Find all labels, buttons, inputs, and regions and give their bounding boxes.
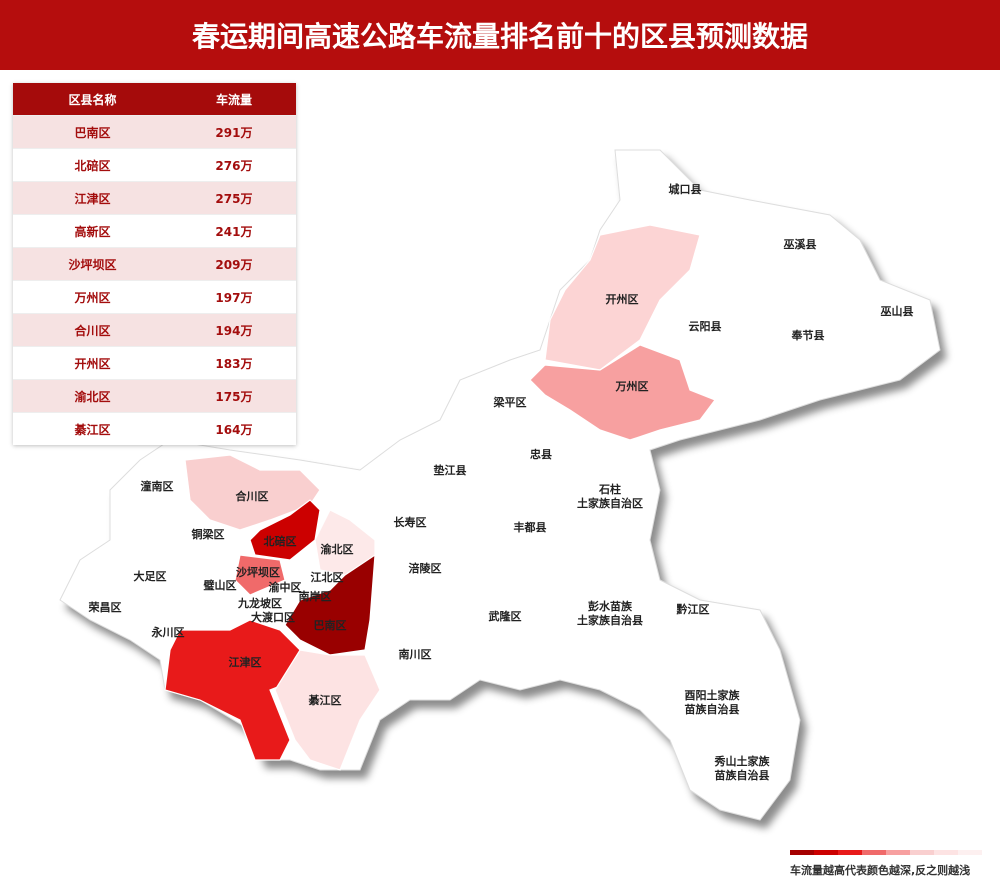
table-row: 綦江区 164万 xyxy=(13,412,296,445)
district-label: 渝中区 xyxy=(269,580,302,594)
table-cell: 276万 xyxy=(171,148,296,182)
district-label: 土家族自治区 xyxy=(577,496,643,510)
legend-swatch xyxy=(838,850,862,855)
district-label: 渝北区 xyxy=(321,542,354,556)
title: 春运期间高速公路车流量排名前十的区县预测数据 xyxy=(0,0,1000,70)
district-area xyxy=(234,554,286,596)
district-label: 九龙坡区 xyxy=(237,596,282,610)
district-label: 荣昌区 xyxy=(88,600,122,614)
legend-swatch xyxy=(934,850,958,855)
legend-swatch xyxy=(862,850,886,855)
district-area xyxy=(284,553,376,656)
table-row: 巴南区 291万 xyxy=(13,115,296,149)
district-label: 大渡口区 xyxy=(251,610,295,624)
table-cell: 江津区 xyxy=(13,181,172,215)
district-label: 奉节县 xyxy=(791,328,825,342)
table-row: 渝北区 175万 xyxy=(13,379,296,413)
table-cell: 高新区 xyxy=(13,214,172,248)
district-label: 苗族自治县 xyxy=(715,768,770,782)
table-cell: 开州区 xyxy=(13,346,172,380)
district-label: 开州区 xyxy=(606,293,639,306)
district-label: 万州区 xyxy=(615,380,649,393)
table-cell: 164万 xyxy=(171,412,296,445)
table-cell: 175万 xyxy=(171,379,296,413)
district-label: 酉阳土家族 xyxy=(685,688,741,702)
table-row: 合川区 194万 xyxy=(13,313,296,347)
table-cell: 194万 xyxy=(171,313,296,347)
table-row: 沙坪坝区 209万 xyxy=(13,247,296,281)
district-label: 黔江区 xyxy=(677,602,710,616)
table-cell: 沙坪坝区 xyxy=(13,247,172,281)
table-cell: 197万 xyxy=(171,280,296,314)
district-label: 沙坪坝区 xyxy=(236,565,280,579)
district-label: 南岸区 xyxy=(299,589,332,603)
district-label: 潼南区 xyxy=(141,479,174,493)
district-label: 南川区 xyxy=(399,647,432,661)
district-label: 合川区 xyxy=(236,489,269,503)
district-label: 巫溪县 xyxy=(784,237,817,251)
legend-swatch xyxy=(790,850,814,855)
table-cell: 241万 xyxy=(171,214,296,248)
district-label: 云阳县 xyxy=(689,319,722,333)
legend-text: 车流量越高代表颜色越深,反之则越浅 xyxy=(790,864,971,877)
district-label: 土家族自治县 xyxy=(577,613,643,627)
district-label: 城口县 xyxy=(669,182,702,196)
legend-swatch xyxy=(958,850,982,855)
district-label: 江北区 xyxy=(311,570,344,584)
table-cell: 綦江区 xyxy=(13,412,172,445)
district-label: 铜梁区 xyxy=(191,527,225,541)
table-row: 万州区 197万 xyxy=(13,280,296,314)
district-area xyxy=(529,344,716,441)
district-label: 北碚区 xyxy=(264,534,297,548)
table-cell: 183万 xyxy=(171,346,296,380)
table-cell: 275万 xyxy=(171,181,296,215)
table-row: 江津区 275万 xyxy=(13,181,296,215)
district-label: 大足区 xyxy=(134,569,167,583)
district-label: 秀山土家族 xyxy=(714,754,771,768)
table-cell: 291万 xyxy=(171,115,296,149)
legend-swatch xyxy=(910,850,934,855)
legend-scale xyxy=(790,850,982,855)
district-label: 梁平区 xyxy=(493,395,527,409)
district-label: 涪陵区 xyxy=(409,561,442,575)
district-label: 綦江区 xyxy=(308,693,342,707)
table-cell: 209万 xyxy=(171,247,296,281)
table-cell: 渝北区 xyxy=(13,379,172,413)
column-header: 区县名称 xyxy=(13,83,172,116)
district-label: 巴南区 xyxy=(314,618,347,632)
district-label: 垫江县 xyxy=(434,463,467,477)
district-label: 武隆区 xyxy=(489,609,522,623)
district-area xyxy=(274,649,381,771)
district-label: 江津区 xyxy=(229,655,262,669)
district-label: 苗族自治县 xyxy=(685,702,740,716)
district-label: 忠县 xyxy=(530,447,552,461)
district-label: 石柱 xyxy=(598,482,621,496)
table-cell: 万州区 xyxy=(13,280,172,314)
legend-swatch xyxy=(814,850,838,855)
district-label: 丰都县 xyxy=(514,520,547,534)
ranking-table: 区县名称 车流量 巴南区 291万 北碚区 276万 江津区 275万 高新区 241万 沙坪坝区… xyxy=(13,83,296,445)
column-header: 车流量 xyxy=(171,83,296,116)
district-label: 彭水苗族 xyxy=(588,599,633,613)
table-row: 北碚区 276万 xyxy=(13,148,296,182)
district-label: 长寿区 xyxy=(394,515,427,529)
table-cell: 合川区 xyxy=(13,313,172,347)
district-area xyxy=(314,509,376,576)
table-row: 开州区 183万 xyxy=(13,346,296,380)
table-cell: 北碚区 xyxy=(13,148,172,182)
table-cell: 巴南区 xyxy=(13,115,172,149)
district-label: 璧山区 xyxy=(204,578,237,592)
district-area xyxy=(544,224,701,371)
district-label: 巫山县 xyxy=(881,304,914,318)
district-area xyxy=(164,619,301,761)
table-row: 高新区 241万 xyxy=(13,214,296,248)
district-label: 永川区 xyxy=(151,625,185,639)
legend-swatch xyxy=(886,850,910,855)
